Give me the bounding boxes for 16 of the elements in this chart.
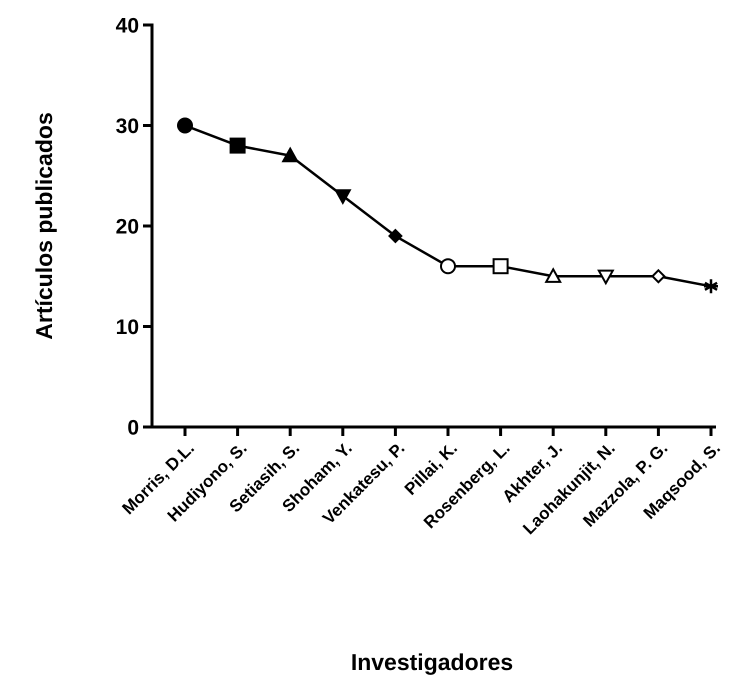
point bbox=[492, 258, 509, 274]
y-tick-label: 40 bbox=[116, 14, 139, 38]
point bbox=[598, 270, 614, 284]
x-axis-title: Investigadores bbox=[350, 649, 514, 675]
point bbox=[545, 268, 562, 283]
y-tick-label: 10 bbox=[116, 316, 139, 339]
point bbox=[334, 189, 351, 204]
point bbox=[282, 148, 298, 162]
y-tick-label: 30 bbox=[116, 114, 139, 138]
y-tick-label: 20 bbox=[116, 215, 139, 238]
point bbox=[230, 138, 246, 154]
y-axis-title: Artículos publicados bbox=[31, 112, 57, 340]
y-tick-label: 0 bbox=[127, 416, 139, 440]
point bbox=[440, 258, 456, 274]
point bbox=[702, 278, 720, 295]
point bbox=[177, 118, 193, 134]
